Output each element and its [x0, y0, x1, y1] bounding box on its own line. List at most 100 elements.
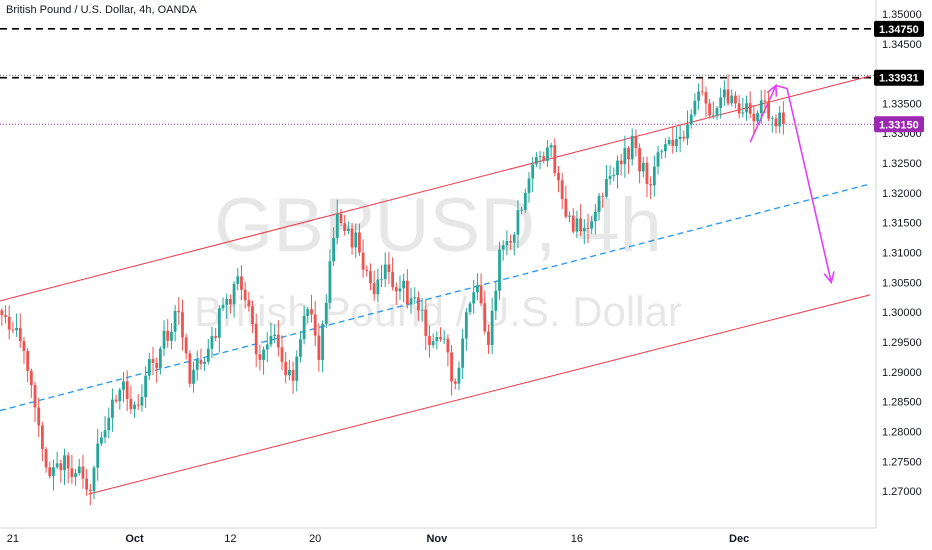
candle-body: [66, 455, 70, 469]
candle: [365, 265, 369, 277]
candle: [313, 300, 317, 347]
candle: [450, 344, 453, 396]
candle-body: [627, 148, 630, 160]
candle: [96, 428, 100, 481]
candle: [652, 155, 656, 197]
candle: [520, 206, 524, 215]
candle-body: [177, 310, 181, 313]
candle: [291, 361, 295, 395]
candle: [40, 421, 44, 462]
candle: [192, 361, 195, 393]
candle: [243, 281, 247, 309]
candle-body: [170, 331, 173, 341]
candle-body: [166, 330, 170, 341]
candle: [394, 282, 398, 306]
candle: [335, 199, 339, 245]
candle-body: [151, 359, 155, 363]
candle-body: [715, 107, 719, 116]
candle: [479, 273, 483, 307]
channel-lower-line[interactable]: [88, 294, 871, 495]
candle-body: [383, 264, 387, 279]
candle: [144, 366, 148, 408]
candle: [586, 213, 590, 244]
candle-body: [203, 361, 206, 364]
candle-body: [549, 145, 553, 148]
candle: [63, 448, 66, 485]
candle: [770, 115, 774, 133]
y-tick-label: 1.29000: [882, 367, 922, 379]
candle-body: [641, 162, 645, 172]
candle-body: [560, 180, 564, 199]
candle-body: [195, 359, 199, 370]
candle: [26, 348, 30, 383]
candle-body: [435, 337, 439, 342]
candle-body: [527, 178, 531, 193]
candle: [33, 381, 37, 423]
projection-arrow[interactable]: [749, 84, 833, 283]
candle: [346, 221, 350, 235]
candle: [66, 452, 70, 484]
candle: [645, 156, 649, 198]
level-price-tag[interactable]: 1.34750: [874, 20, 924, 37]
candle: [302, 305, 306, 345]
candle: [358, 223, 361, 256]
channel-upper-line[interactable]: [0, 75, 871, 302]
candle: [306, 306, 310, 324]
candle: [568, 211, 571, 223]
candle-body: [730, 95, 734, 104]
candle-body: [232, 283, 236, 305]
candle: [114, 394, 118, 404]
candle-body: [616, 160, 619, 175]
candle-body: [726, 89, 730, 104]
candle-body: [608, 176, 612, 180]
candle-body: [133, 404, 136, 410]
candle: [560, 172, 564, 209]
candle-body: [708, 103, 712, 116]
candle: [534, 152, 538, 168]
candle-body: [586, 228, 590, 229]
candle-body: [136, 404, 140, 406]
candle: [276, 320, 280, 357]
candle: [74, 468, 77, 486]
candle-body: [0, 310, 4, 316]
candle: [299, 331, 302, 363]
candle-body: [579, 218, 583, 232]
candle-body: [188, 353, 192, 384]
candle: [88, 483, 92, 506]
candle-body: [722, 89, 726, 98]
candle-body: [446, 338, 450, 353]
candle-body: [236, 276, 240, 284]
candle-body: [140, 397, 144, 406]
candle: [361, 239, 365, 278]
candle: [678, 124, 682, 152]
candle-body: [295, 356, 299, 381]
candle-body: [276, 334, 280, 348]
x-tick-label: 21: [7, 533, 19, 545]
candle: [575, 210, 579, 239]
candle: [564, 185, 568, 219]
candle-body: [671, 139, 675, 146]
candle: [136, 393, 140, 411]
candle-body: [199, 359, 203, 364]
candle: [494, 282, 498, 320]
current-price-tag[interactable]: 1.33150: [874, 116, 924, 133]
candle: [369, 263, 372, 291]
candle-body: [402, 280, 406, 289]
candle-body: [767, 101, 771, 119]
candle: [557, 166, 560, 193]
candle-body: [652, 166, 656, 186]
candle: [490, 297, 494, 355]
candle: [391, 257, 395, 291]
candle: [107, 407, 111, 439]
level-price-tag[interactable]: 1.33931: [874, 69, 924, 86]
candle: [649, 176, 653, 200]
y-tick-label: 1.31000: [882, 248, 922, 260]
candle: [446, 334, 450, 367]
candle: [240, 265, 243, 301]
candle: [660, 149, 664, 159]
candle-body: [638, 148, 641, 172]
candle-body: [240, 276, 243, 290]
y-tick-label: 1.35000: [882, 9, 922, 21]
